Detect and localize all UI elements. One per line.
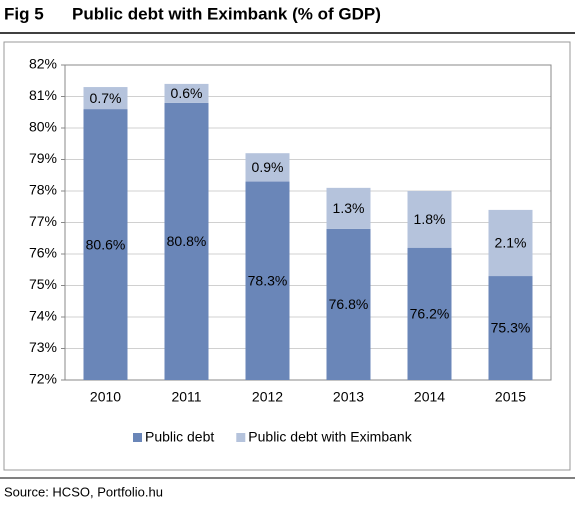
value-label: 0.9% xyxy=(252,159,284,175)
x-tick-label: 2012 xyxy=(252,389,283,405)
chart-frame xyxy=(3,41,571,471)
chart-title: Public debt with Eximbank (% of GDP) xyxy=(72,4,381,23)
x-tick-label: 2010 xyxy=(90,389,121,405)
value-label: 0.6% xyxy=(171,85,203,101)
legend-swatch xyxy=(236,433,246,442)
value-label: 78.3% xyxy=(248,272,288,288)
bar-segment xyxy=(407,247,452,380)
figure-label: Fig 5 xyxy=(4,4,44,23)
bar-segment xyxy=(407,191,452,248)
bar-segment xyxy=(488,276,533,380)
x-tick-label: 2013 xyxy=(333,389,364,405)
value-label: 76.2% xyxy=(410,306,450,322)
x-tick-label: 2015 xyxy=(495,389,526,405)
y-tick-label: 74% xyxy=(29,308,57,324)
x-tick-label: 2011 xyxy=(171,389,201,405)
value-label: 80.6% xyxy=(86,236,126,252)
legend-swatch xyxy=(133,433,142,442)
y-tick-label: 82% xyxy=(29,56,57,72)
bar-segment xyxy=(488,209,533,277)
y-tick-label: 79% xyxy=(29,150,57,166)
value-label: 2.1% xyxy=(495,235,527,251)
bar-segment xyxy=(83,109,128,380)
legend-label: Public debt xyxy=(145,429,214,445)
y-tick-label: 77% xyxy=(29,213,57,229)
bar-segment xyxy=(164,102,209,381)
value-label: 1.8% xyxy=(414,211,446,227)
source: Source: HCSO, Portfolio.hu xyxy=(4,484,163,499)
bar-segment xyxy=(245,153,290,182)
value-label: 76.8% xyxy=(329,296,369,312)
value-label: 0.7% xyxy=(90,90,122,106)
y-tick-label: 78% xyxy=(29,182,57,198)
value-label: 80.8% xyxy=(167,233,207,249)
plot-border xyxy=(64,64,552,381)
value-label: 1.3% xyxy=(333,200,365,216)
y-tick-label: 76% xyxy=(29,245,57,261)
value-label: 75.3% xyxy=(491,320,531,336)
bar-segment xyxy=(83,87,128,110)
bar-segment xyxy=(164,83,209,103)
bar-segment xyxy=(326,228,371,380)
legend-label: Public debt with Eximbank xyxy=(248,429,412,445)
y-tick-label: 75% xyxy=(29,276,57,292)
x-tick-label: 2014 xyxy=(414,389,445,405)
y-tick-label: 81% xyxy=(29,87,57,103)
y-tick-label: 73% xyxy=(29,339,57,355)
y-tick-label: 72% xyxy=(29,371,57,387)
y-tick-label: 80% xyxy=(29,119,57,135)
bar-segment xyxy=(326,187,371,229)
bar-segment xyxy=(245,181,290,380)
